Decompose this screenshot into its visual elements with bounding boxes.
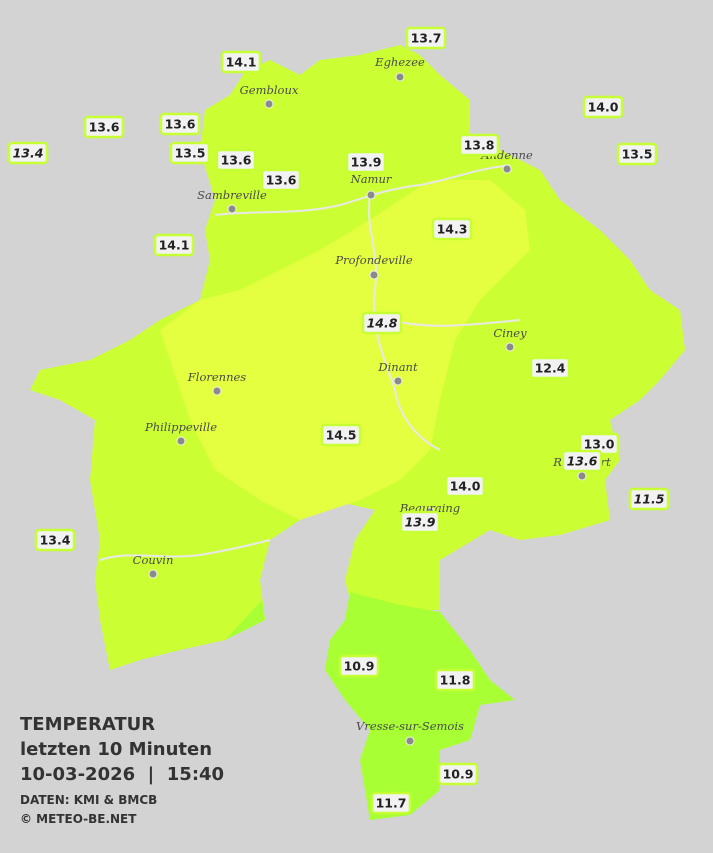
river	[99, 164, 521, 561]
city-label: Florennes	[187, 370, 247, 384]
map-subtitle: letzten 10 Minuten	[20, 739, 212, 760]
station-value: 14.1	[226, 55, 257, 70]
station-value: 13.9	[405, 515, 436, 530]
station-box	[153, 233, 195, 257]
station-box	[444, 474, 486, 498]
map-source: DATEN: KMI & BMCB	[20, 793, 157, 807]
city-dot	[577, 471, 587, 481]
station-value: 13.9	[351, 155, 382, 170]
station-box	[628, 487, 670, 511]
station-box	[215, 148, 257, 172]
city-label: Vresse-sur-Semois	[356, 719, 464, 733]
map-datetime: 10-03-2026 | 15:40	[20, 764, 224, 785]
city-label: Profondeville	[334, 253, 412, 267]
station-value: 13.0	[584, 437, 615, 452]
city-label: Gembloux	[240, 83, 299, 97]
station-box	[220, 50, 262, 74]
station-value: 11.5	[634, 492, 665, 507]
station-box	[529, 356, 571, 380]
station-box	[437, 762, 479, 786]
station-box	[34, 528, 76, 552]
station-value: 13.6	[221, 153, 252, 168]
city-dot	[369, 270, 379, 280]
map-title: TEMPERATUR	[20, 714, 155, 735]
station-value: 13.4	[13, 146, 44, 161]
station-box	[320, 423, 362, 447]
station-box	[345, 150, 387, 174]
station-box	[561, 449, 603, 473]
station-value: 13.6	[89, 120, 120, 135]
station-box	[260, 168, 302, 192]
station-value: 13.6	[266, 173, 297, 188]
station-box	[361, 311, 403, 335]
station-value: 13.7	[411, 31, 442, 46]
green-patch	[225, 600, 265, 640]
station-box	[431, 217, 473, 241]
city-dot	[395, 72, 405, 82]
city-dot	[505, 342, 515, 352]
city-dot	[502, 164, 512, 174]
station-box	[434, 668, 476, 692]
station-value: 14.3	[437, 222, 468, 237]
city-label: Philippeville	[144, 420, 217, 434]
station-box	[83, 115, 125, 139]
station-value: 14.5	[326, 428, 357, 443]
city-label: Sambreville	[197, 188, 267, 202]
city-dot	[176, 436, 186, 446]
city-label: Ciney	[493, 326, 527, 340]
city-dot	[212, 386, 222, 396]
city-label: Couvin	[133, 553, 174, 567]
station-value: 14.0	[588, 100, 619, 115]
station-box	[405, 26, 447, 50]
station-value: 14.0	[450, 479, 481, 494]
city-label: Namur	[350, 172, 393, 186]
station-box	[7, 141, 49, 165]
city-dot	[264, 99, 274, 109]
station-box	[370, 791, 412, 815]
city-dot	[405, 736, 415, 746]
station-box	[616, 142, 658, 166]
city-dot	[148, 569, 158, 579]
province-south	[325, 592, 515, 820]
station-value: 10.9	[344, 659, 375, 674]
station-value: 13.8	[464, 138, 495, 153]
station-value: 10.9	[443, 767, 474, 782]
station-value: 11.8	[440, 673, 471, 688]
station-value: 13.5	[175, 146, 206, 161]
station-value: 11.7	[376, 796, 407, 811]
station-box	[338, 654, 380, 678]
city-label: Dinant	[377, 360, 418, 374]
station-box	[169, 141, 211, 165]
station-value: 14.8	[367, 316, 398, 331]
station-value: 13.6	[567, 454, 598, 469]
station-box	[582, 95, 624, 119]
station-value: 13.6	[165, 117, 196, 132]
station-value: 13.5	[622, 147, 653, 162]
station-value: 14.1	[159, 238, 190, 253]
station-box	[399, 510, 441, 534]
map-copyright: © METEO-BE.NET	[20, 812, 137, 826]
city-dot	[227, 204, 237, 214]
station-value: 12.4	[535, 361, 566, 376]
city-dot	[393, 376, 403, 386]
warm-zone	[160, 180, 530, 520]
station-value: 13.4	[40, 533, 71, 548]
city-dot	[366, 190, 376, 200]
station-box	[159, 112, 201, 136]
city-label: Eghezee	[374, 55, 425, 69]
station-box	[458, 133, 500, 157]
